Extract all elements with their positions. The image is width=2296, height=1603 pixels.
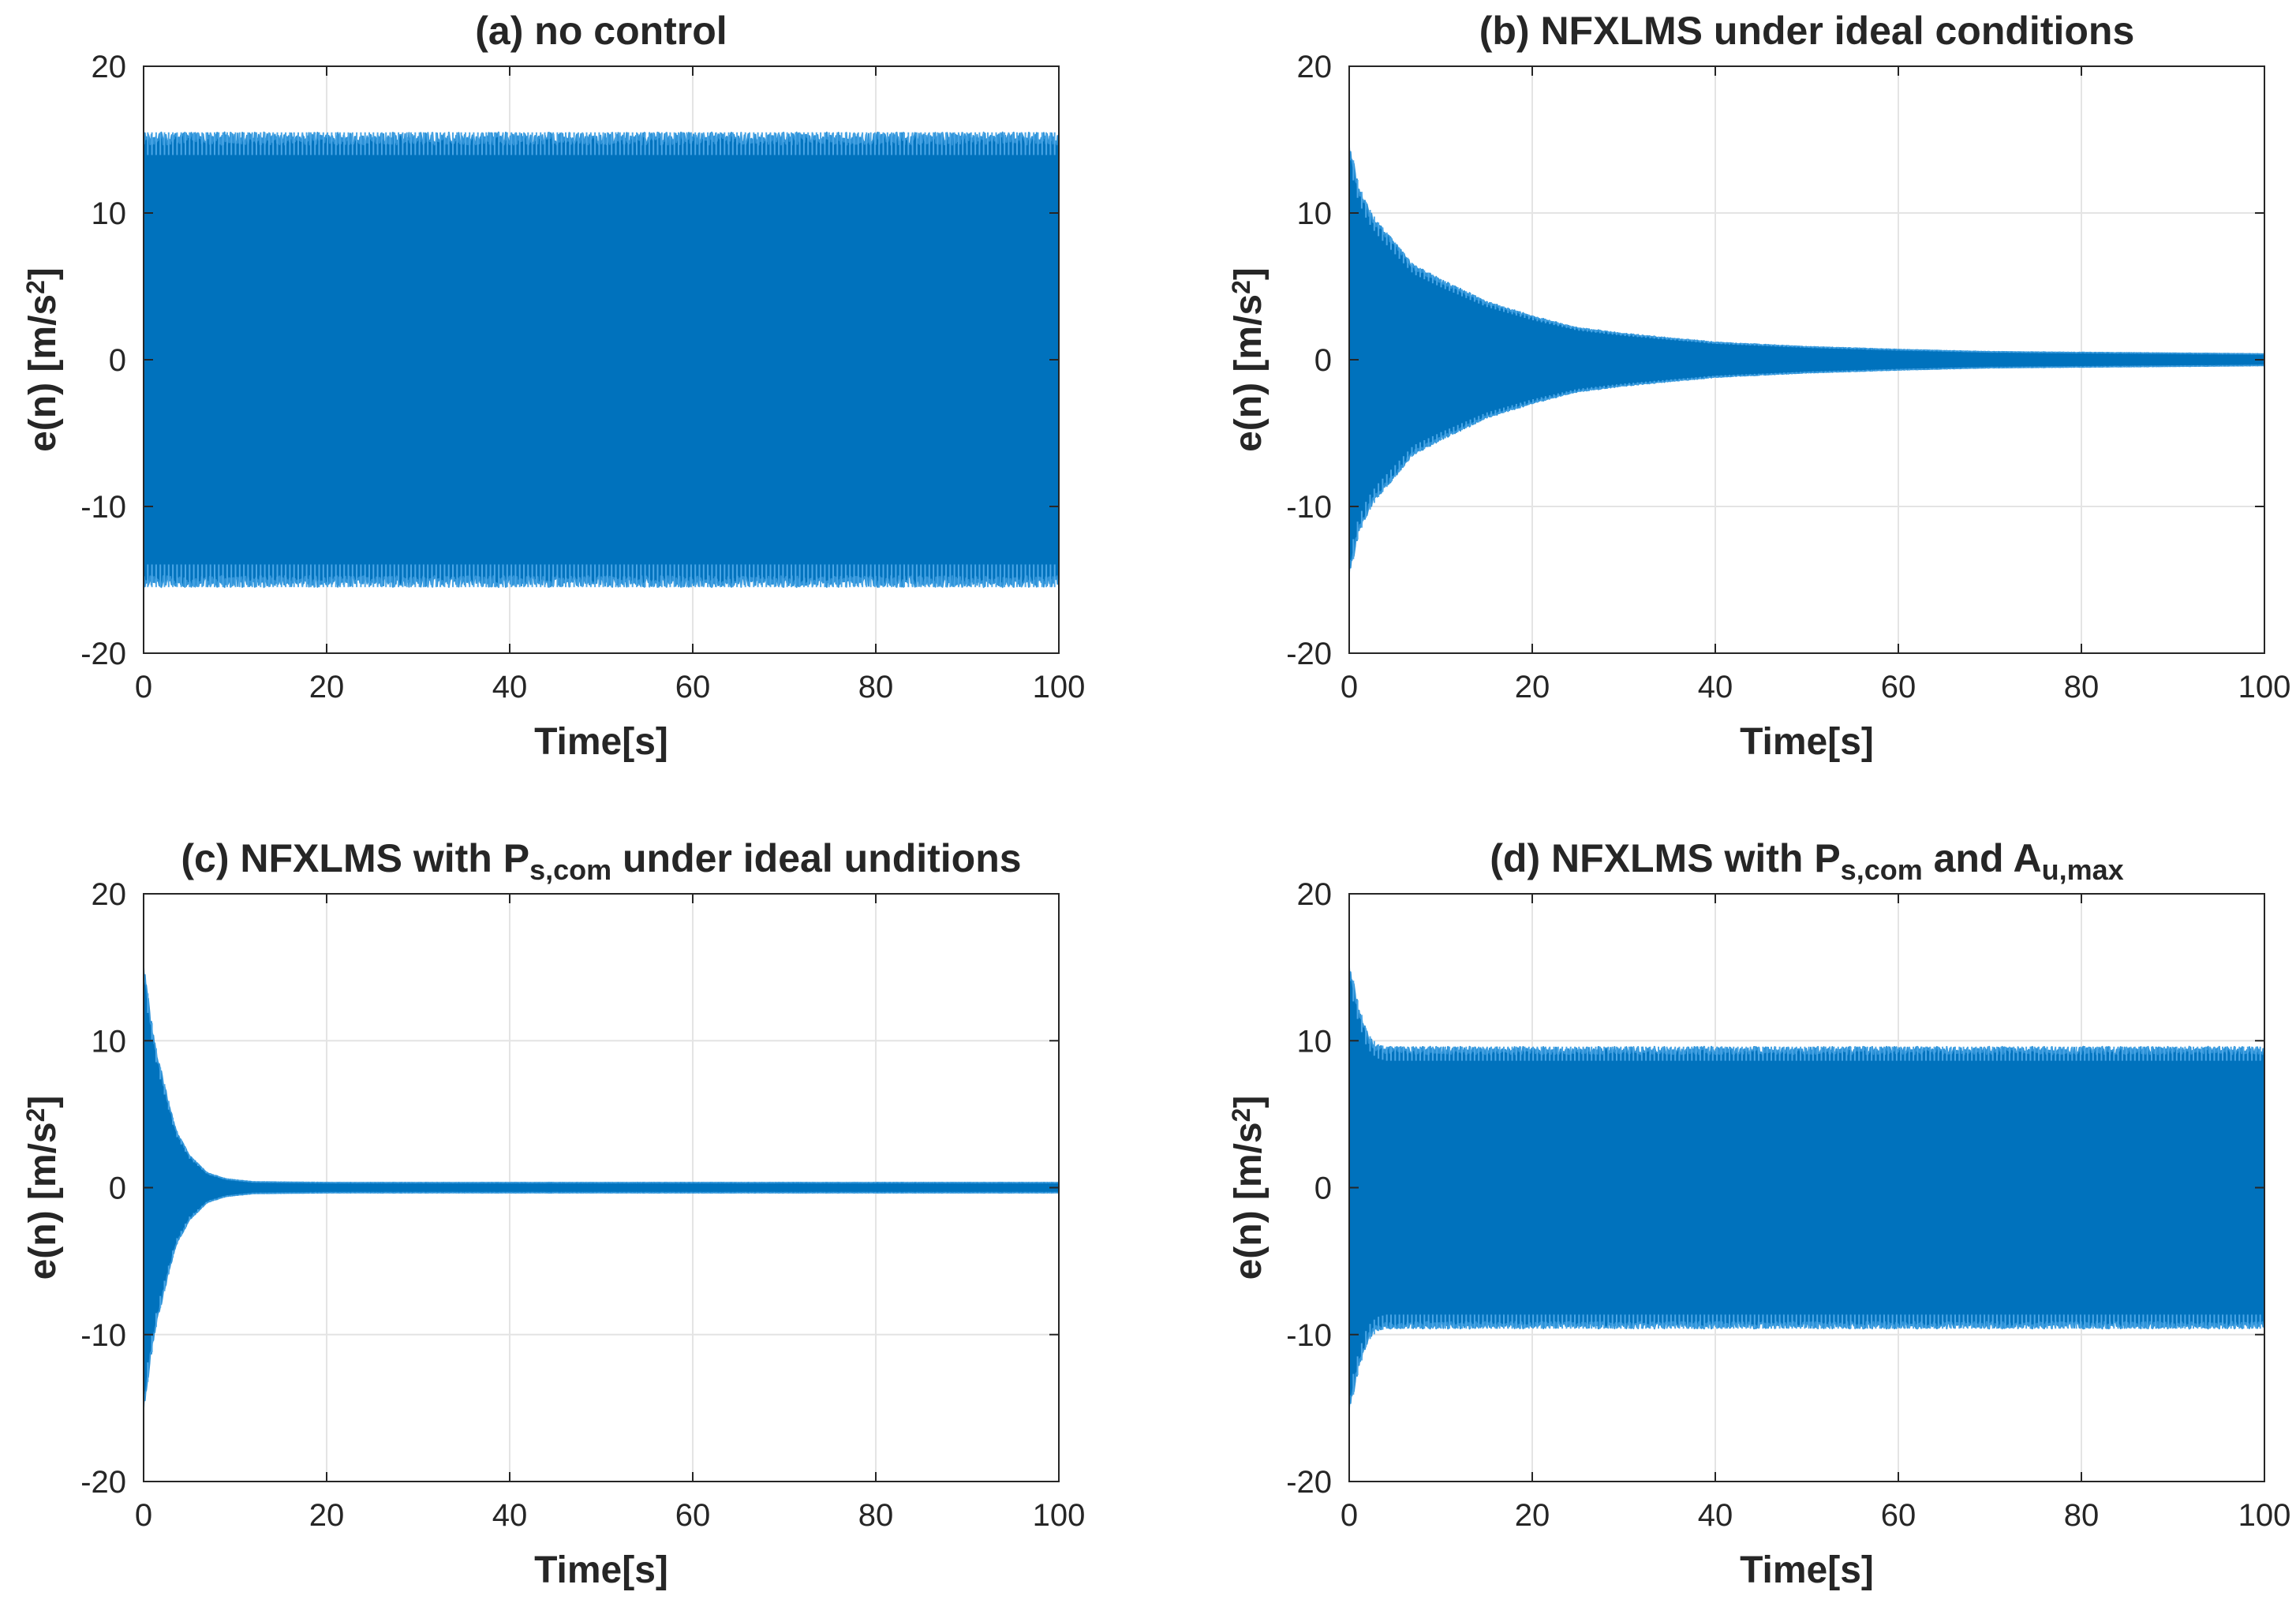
x-tick-label: 40 — [492, 670, 528, 704]
y-tick-label: 10 — [1297, 196, 1333, 231]
label-segment: under ideal unditions — [611, 836, 1021, 880]
label-segment: e(n) [m/s — [1228, 294, 1270, 452]
label-segment: ] — [1228, 267, 1270, 280]
subscript-text: u,max — [2042, 854, 2124, 886]
x-tick-label: 60 — [675, 670, 711, 704]
y-axis-label: e(n) [m/s2] — [1227, 267, 1270, 452]
y-tick-label: -10 — [1286, 1318, 1332, 1353]
y-tick-label: -20 — [80, 1465, 126, 1500]
y-tick-label: 0 — [1314, 343, 1332, 378]
label-segment: ] — [22, 267, 64, 280]
y-tick-label: 20 — [92, 50, 127, 84]
y-tick-label: 0 — [109, 1171, 126, 1206]
subscript-text: s,com — [1841, 854, 1923, 886]
y-axis-label: e(n) [m/s2] — [1227, 1096, 1270, 1280]
y-tick-label: -20 — [1286, 1465, 1332, 1500]
label-segment: e(n) [m/s — [1228, 1122, 1270, 1280]
y-tick-label: -20 — [1286, 637, 1332, 671]
chart-title: (a) no control — [475, 9, 727, 53]
panel-a: 0 20 40 60 80 100 -20 -10 0 10 20 (a) no control Tim… — [21, 9, 1086, 763]
label-segment: e(n) [m/s — [22, 294, 64, 452]
x-tick-label: 20 — [1515, 670, 1550, 704]
y-axis-label: e(n) [m/s2] — [21, 1096, 64, 1280]
x-axis-label: Time[s] — [1740, 1549, 1874, 1591]
y-tick-label: 10 — [1297, 1024, 1333, 1059]
x-tick-label: 0 — [1341, 670, 1358, 704]
label-segment: and A — [1923, 836, 2042, 880]
y-tick-label: -10 — [80, 1318, 126, 1353]
signal-band — [143, 131, 1060, 589]
x-tick-label: 100 — [1033, 670, 1086, 704]
x-tick-label: 100 — [1033, 1498, 1086, 1533]
y-tick-label: -20 — [80, 637, 126, 671]
y-tick-label: 10 — [92, 196, 127, 231]
label-segment: (d) NFXLMS with P — [1490, 836, 1840, 880]
x-tick-label: 80 — [858, 1498, 894, 1533]
label-segment: ] — [1228, 1096, 1270, 1108]
superscript-text: 2 — [21, 1108, 50, 1123]
label-segment: (c) NFXLMS with P — [181, 836, 529, 880]
x-tick-label: 0 — [1341, 1498, 1358, 1533]
panel-b: 0 20 40 60 80 100 -20 -10 0 10 20 (b) NFXLMS under … — [1227, 9, 2291, 763]
x-axis-label: Time[s] — [534, 1549, 668, 1591]
y-axis-label: e(n) [m/s2] — [21, 267, 64, 452]
y-tick-label: -10 — [1286, 490, 1332, 525]
y-tick-label: 20 — [1297, 877, 1333, 912]
chart-title: (d) NFXLMS with Ps,com and Au,max — [1490, 836, 2123, 886]
label-segment: ] — [22, 1096, 64, 1108]
x-tick-label: 40 — [492, 1498, 528, 1533]
x-tick-label: 60 — [675, 1498, 711, 1533]
y-tick-label: 20 — [92, 877, 127, 912]
x-tick-label: 80 — [2064, 1498, 2100, 1533]
subscript-text: s,com — [529, 854, 611, 886]
label-segment: (b) NFXLMS under ideal conditions — [1479, 9, 2135, 53]
y-tick-label: 10 — [92, 1024, 127, 1059]
y-tick-label: 0 — [109, 343, 126, 378]
chart-title: (b) NFXLMS under ideal conditions — [1479, 9, 2135, 53]
x-tick-label: 20 — [1515, 1498, 1550, 1533]
x-tick-label: 0 — [135, 1498, 152, 1533]
x-tick-label: 100 — [2238, 670, 2291, 704]
x-tick-label: 80 — [858, 670, 894, 704]
x-tick-label: 60 — [1881, 1498, 1916, 1533]
superscript-text: 2 — [1227, 280, 1255, 294]
label-segment: (a) no control — [475, 9, 727, 53]
x-tick-label: 0 — [135, 670, 152, 704]
superscript-text: 2 — [21, 280, 50, 294]
panel-c: 0 20 40 60 80 100 -20 -10 0 10 20 (c) NFXLMS with P… — [21, 836, 1086, 1591]
y-tick-label: -10 — [80, 490, 126, 525]
label-segment: e(n) [m/s — [22, 1122, 64, 1280]
x-tick-label: 100 — [2238, 1498, 2291, 1533]
chart-title: (c) NFXLMS with Ps,com under ideal undit… — [181, 836, 1021, 886]
x-tick-label: 20 — [309, 1498, 345, 1533]
y-tick-label: 0 — [1314, 1171, 1332, 1206]
x-tick-label: 20 — [309, 670, 345, 704]
y-tick-label: 20 — [1297, 50, 1333, 84]
x-axis-label: Time[s] — [1740, 721, 1874, 763]
panel-d: 0 20 40 60 80 100 -20 -10 0 10 20 (d) NFXLMS with P… — [1227, 836, 2291, 1591]
x-axis-label: Time[s] — [534, 721, 668, 763]
superscript-text: 2 — [1227, 1108, 1255, 1123]
x-tick-label: 80 — [2064, 670, 2100, 704]
x-tick-label: 60 — [1881, 670, 1916, 704]
x-tick-label: 40 — [1698, 670, 1733, 704]
x-tick-label: 40 — [1698, 1498, 1733, 1533]
